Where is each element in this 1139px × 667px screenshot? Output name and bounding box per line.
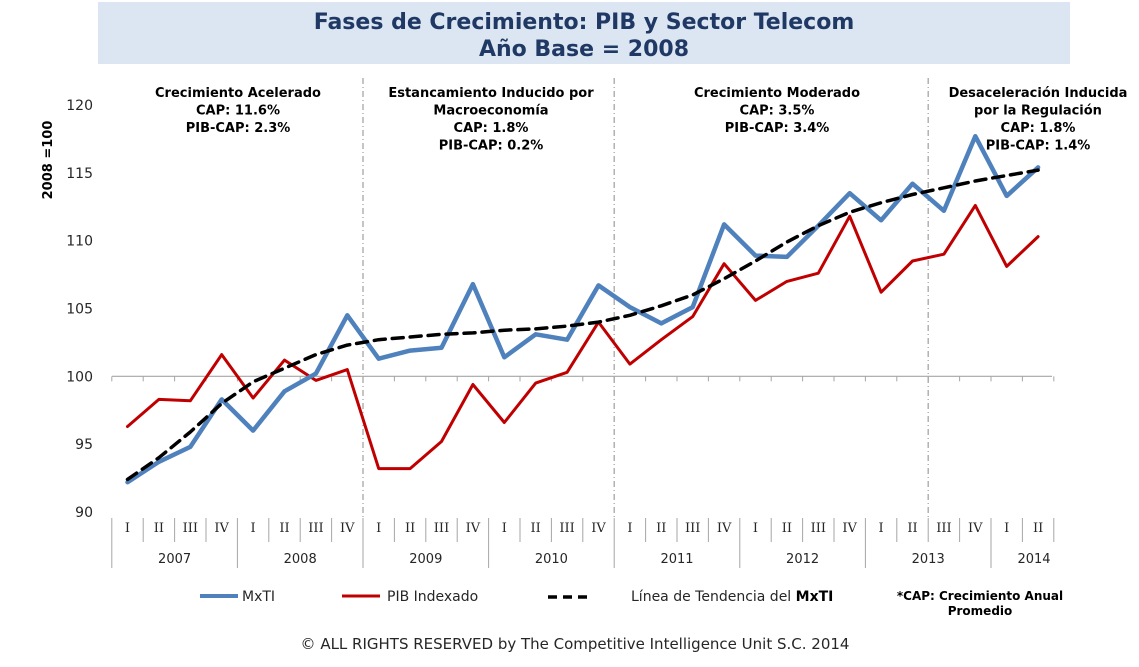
copyright-text: © ALL RIGHTS RESERVED by The Competitive… — [301, 635, 850, 653]
quarter-label: I — [753, 521, 758, 536]
phase-annotation-line: Crecimiento Acelerado — [155, 86, 321, 101]
quarter-label: IV — [340, 521, 355, 536]
quarter-label: III — [434, 521, 449, 536]
quarter-label: I — [502, 521, 507, 536]
legend-label-trend-prefix: Línea de Tendencia del — [631, 589, 796, 605]
phase-annotation-line: CAP: 1.8% — [454, 121, 529, 136]
quarter-label: II — [907, 521, 917, 536]
phase-annotation-line: PIB-CAP: 3.4% — [725, 121, 830, 136]
chart-title-line-1: Fases de Crecimiento: PIB y Sector Telec… — [314, 10, 855, 35]
y-tick-label: 120 — [66, 98, 93, 114]
legend-label-pib: PIB Indexado — [387, 589, 478, 605]
phase-annotation-line: por la Regulación — [974, 104, 1102, 119]
quarter-label: II — [154, 521, 164, 536]
y-tick-label: 100 — [66, 369, 93, 385]
legend-label-trend-strong: MxTI — [796, 589, 834, 605]
quarter-label: III — [559, 521, 574, 536]
quarter-label: I — [251, 521, 256, 536]
quarter-label: II — [279, 521, 289, 536]
quarter-label: I — [376, 521, 381, 536]
series-line-mxti — [125, 133, 1041, 485]
quarter-label: II — [656, 521, 666, 536]
phase-annotation-line: PIB-CAP: 0.2% — [439, 139, 544, 154]
quarter-label: I — [125, 521, 130, 536]
year-label: 2009 — [409, 552, 442, 567]
y-axis-label: 2008 =100 — [41, 121, 56, 200]
quarter-label: IV — [968, 521, 983, 536]
quarter-label: I — [627, 521, 632, 536]
title-box — [98, 2, 1070, 64]
quarter-label: IV — [842, 521, 857, 536]
phase-annotation-line: Crecimiento Moderado — [694, 86, 860, 101]
year-label: 2013 — [912, 552, 945, 567]
series-line-pib — [126, 203, 1040, 471]
y-tick-label: 115 — [66, 166, 93, 182]
phase-annotation-line: Desaceleración Inducida — [949, 86, 1128, 101]
year-label: 2010 — [535, 552, 568, 567]
phase-dividers — [362, 78, 929, 518]
quarter-label: IV — [466, 521, 481, 536]
series-group — [125, 133, 1041, 485]
phase-annotation-line: CAP: 1.8% — [1001, 121, 1076, 136]
y-tick-label: 90 — [75, 505, 93, 521]
year-label: 2008 — [284, 552, 317, 567]
phase-annotation-line: Macroeconomía — [433, 104, 548, 119]
y-tick-label: 105 — [66, 302, 93, 318]
year-label: 2011 — [660, 552, 693, 567]
quarter-label: III — [183, 521, 198, 536]
quarter-label: III — [936, 521, 951, 536]
x-axis: I II III IV I II III IV I II III IV I II III IV I II III IV… — [111, 375, 1055, 568]
y-ticks: 90 95 100 105 110 115 120 — [66, 98, 93, 521]
quarter-label: IV — [214, 521, 229, 536]
year-label: 2014 — [1017, 552, 1050, 567]
quarter-label: IV — [591, 521, 606, 536]
year-label: 2012 — [786, 552, 819, 567]
phase-annotation-line: CAP: 3.5% — [740, 104, 815, 119]
quarter-label: I — [879, 521, 884, 536]
quarter-label: II — [1033, 521, 1043, 536]
phase-annotation-line: PIB-CAP: 1.4% — [986, 139, 1091, 154]
phase-annotation-line: PIB-CAP: 2.3% — [186, 121, 291, 136]
cap-note-line-2: Promedio — [948, 604, 1013, 618]
cap-note-line-1: *CAP: Crecimiento Anual — [897, 589, 1063, 603]
quarter-label: III — [811, 521, 826, 536]
legend-label-trend: Línea de Tendencia del MxTI — [631, 589, 833, 605]
quarter-label: III — [685, 521, 700, 536]
quarter-label: II — [782, 521, 792, 536]
phase-annotation-line: Estancamiento Inducido por — [388, 86, 594, 101]
quarter-label: I — [1004, 521, 1009, 536]
phase-annotations: Crecimiento Acelerado CAP: 11.6% PIB-CAP: … — [155, 86, 1127, 154]
legend-label-mxti: MxTI — [242, 589, 275, 605]
y-tick-label: 95 — [75, 437, 93, 453]
y-tick-label: 110 — [66, 234, 93, 250]
quarter-label: II — [405, 521, 415, 536]
legend: MxTI PIB Indexado Línea de Tendencia del… — [200, 589, 1063, 618]
phase-annotation-line: CAP: 11.6% — [196, 104, 280, 119]
quarter-label: IV — [717, 521, 732, 536]
series-line-trend — [125, 168, 1040, 482]
quarter-label: III — [308, 521, 323, 536]
chart-title-line-2: Año Base = 2008 — [479, 37, 689, 62]
quarter-label: II — [531, 521, 541, 536]
year-label: 2007 — [158, 552, 191, 567]
